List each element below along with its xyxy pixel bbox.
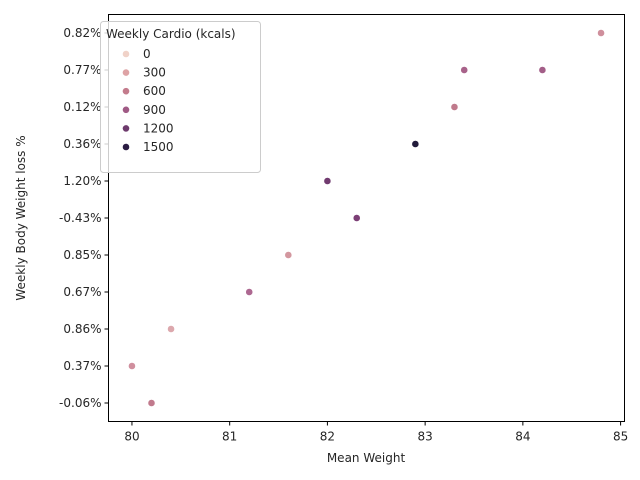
data-point <box>450 103 459 111</box>
x-tick-label: 80 <box>124 430 139 444</box>
x-tick-label: 85 <box>613 430 628 444</box>
data-point <box>147 399 156 407</box>
data-points <box>128 29 605 407</box>
legend-frame <box>100 21 261 173</box>
y-tick-label: 0.82% <box>63 26 101 40</box>
legend-label: 1200 <box>143 121 174 135</box>
data-point <box>245 288 254 296</box>
x-tick-label: 81 <box>222 430 237 444</box>
legend-marker <box>122 50 130 58</box>
y-axis-label: Weekly Body Weight loss % <box>14 135 28 300</box>
legend-marker <box>122 124 130 133</box>
x-tick-label: 82 <box>320 430 335 444</box>
data-point <box>597 29 605 37</box>
y-tick-label: 0.86% <box>63 322 101 336</box>
data-point <box>284 251 293 259</box>
y-tick-label: -0.06% <box>59 396 101 410</box>
data-point <box>323 177 332 185</box>
legend: Weekly Cardio (kcals) 0 300 600 900 1200 1500 <box>100 21 261 173</box>
legend-label: 1500 <box>143 140 174 154</box>
y-tick-label: 0.77% <box>63 63 101 77</box>
y-tick-label: 0.67% <box>63 285 101 299</box>
y-axis-ticks: -0.06% 0.37% 0.86% 0.67% 0.85% -0.43% 1.20% 0.3… <box>59 26 109 410</box>
data-point <box>167 325 175 333</box>
legend-marker <box>122 68 130 77</box>
y-tick-label: 0.12% <box>63 100 101 114</box>
x-tick-label: 83 <box>417 430 432 444</box>
data-point <box>128 362 136 370</box>
y-tick-label: 0.37% <box>63 359 101 373</box>
plot-frame <box>108 14 625 422</box>
legend-label: 900 <box>143 103 166 117</box>
x-axis-ticks: 80 81 82 83 84 85 <box>124 421 628 444</box>
legend-title: Weekly Cardio (kcals) <box>106 27 236 41</box>
legend-label: 300 <box>143 66 166 80</box>
legend-label: 600 <box>143 84 166 98</box>
y-tick-label: 0.85% <box>63 248 101 262</box>
y-tick-label: 0.36% <box>63 137 101 151</box>
x-axis-label: Mean Weight <box>327 451 406 465</box>
y-tick-label: -0.43% <box>59 211 101 225</box>
legend-marker <box>122 105 130 114</box>
legend-marker <box>122 143 130 151</box>
legend-label: 0 <box>143 47 151 61</box>
legend-marker <box>122 87 130 96</box>
data-point <box>352 214 361 222</box>
data-point <box>538 66 547 74</box>
legend-entries: 0 300 600 900 1200 1500 <box>122 47 174 154</box>
data-point <box>411 140 420 148</box>
data-point <box>460 66 469 74</box>
y-tick-label: 1.20% <box>63 174 101 188</box>
x-tick-label: 84 <box>515 430 530 444</box>
